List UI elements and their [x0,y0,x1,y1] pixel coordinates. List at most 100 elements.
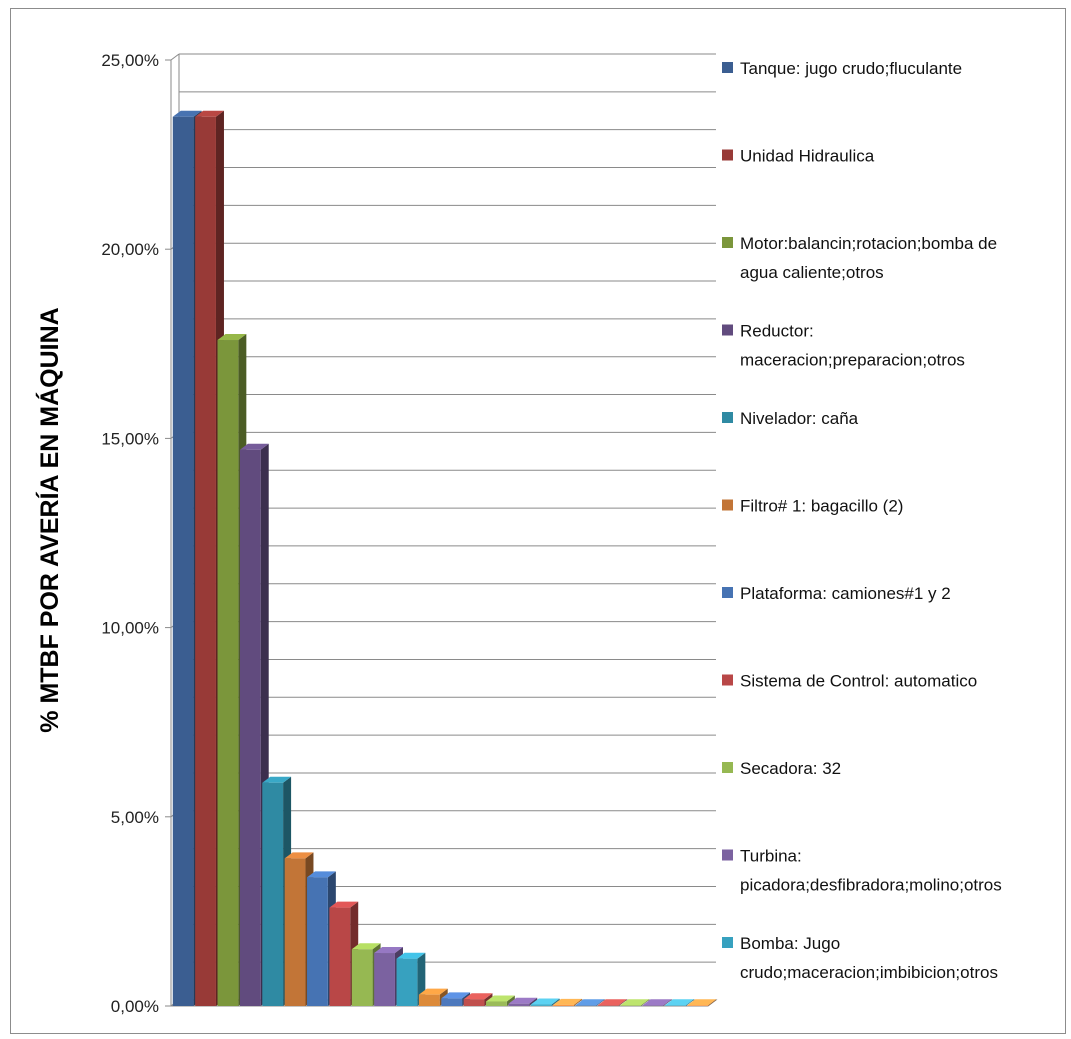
bar-side [685,999,694,1006]
legend-swatch [722,237,733,248]
legend-label: Tanque: jugo crudo;fluculante [740,59,962,78]
bar-front [195,116,216,1006]
bar-front [665,1005,686,1006]
legend-label: Bomba: Jugo [740,934,840,953]
legend-item: Bomba: Jugo crudo;maceracion;imbibicion;o… [722,934,998,982]
legend-swatch [722,587,733,598]
legend-item: Motor:balancin;rotacion;bomba de agua cal… [722,234,997,282]
bar-top [665,999,694,1006]
bar-top [463,993,493,1000]
bar [486,995,515,1006]
bar [620,999,650,1006]
bar-top [642,999,672,1006]
bar-front [597,1005,619,1006]
bar [597,999,627,1006]
y-tick-label: 20,00% [101,240,159,259]
y-tick-label: 25,00% [101,51,159,70]
bar-top [687,999,717,1006]
bar-side [573,998,582,1006]
bar-top [553,998,582,1005]
bar-front [687,1005,709,1006]
legend-swatch [722,762,733,773]
legend-item: Plataforma: camiones#1 y 2 [722,584,951,603]
bar-top [351,943,381,950]
legend-item: Sistema de Control: automatico [722,672,977,691]
bar-top [307,871,336,878]
legend-label: Secadora: 32 [740,759,841,778]
bar [530,998,560,1006]
bar-top [441,992,471,999]
bar-front [486,1001,507,1006]
legend-label: Filtro# 1: bagacillo (2) [740,497,903,516]
bar-top [530,998,560,1005]
bar [575,999,605,1006]
legend-item: Turbina: picadora;desfibradora;molino;otr… [722,847,1002,895]
legend-item: Tanque: jugo crudo;fluculante [722,59,962,78]
legend-label: Motor:balancin;rotacion;bomba de [740,234,997,253]
legend-label: Reductor: [740,322,814,341]
bar-front [262,782,284,1006]
bar-side [618,999,627,1006]
y-tick-label: 0,00% [111,997,159,1016]
bar-side [506,995,515,1006]
bar-top [396,952,426,959]
legend-swatch [722,499,733,511]
bar [508,997,538,1006]
legend-item: Nivelador: caña [722,409,859,428]
bar-front [508,1003,530,1006]
legend-swatch [722,324,733,336]
y-tick-label: 5,00% [111,808,159,827]
bar-top [508,997,538,1004]
bar-front [553,1004,574,1006]
bar [665,999,694,1006]
legend-label: agua caliente;otros [740,263,884,282]
bar-top [239,443,269,450]
bar-side [529,997,538,1006]
legend-label: Sistema de Control: automatico [740,672,977,691]
bar-side [663,999,672,1006]
legend-swatch [722,62,733,73]
legend-item: Secadora: 32 [722,759,841,778]
bar-side [641,999,650,1006]
bar-top [262,776,292,783]
legend-label: picadora;desfibradora;molino;otros [740,876,1002,895]
legend-swatch [722,412,733,423]
bar-side [596,999,605,1006]
legend-label: Nivelador: caña [740,409,859,428]
bar-top [486,995,515,1002]
legend-swatch [722,674,733,686]
legend-item: Filtro# 1: bagacillo (2) [722,497,903,516]
legend-item: Unidad Hidraulica [722,147,875,166]
bar [687,999,717,1006]
bar [642,999,672,1006]
bar-front [374,953,395,1006]
chart-frame [10,8,1066,1034]
bar-top [597,999,627,1006]
y-axis-title: % MTBF POR AVERÍA EN MÁQUINA [35,307,64,732]
legend-swatch [722,849,733,861]
bar-front [239,449,261,1006]
bar-front [642,1005,664,1006]
bar [553,998,582,1006]
bar-front [351,949,373,1006]
bars [172,110,717,1006]
bar-front [463,999,485,1006]
y-tick-label: 15,00% [101,429,159,448]
bar-front [418,994,440,1006]
legend-label: Plataforma: camiones#1 y 2 [740,584,951,603]
legend-item: Reductor: maceracion;preparacion;otros [722,322,965,370]
bar-front [575,1005,597,1006]
legend: Tanque: jugo crudo;fluculante Unidad Hidr… [722,59,1002,982]
legend-label: maceracion;preparacion;otros [740,351,965,370]
y-axis: 0,00% 5,00% 10,00% 15,00% 20,00% 25,00% [101,51,180,1016]
legend-label: Unidad Hidraulica [740,147,875,166]
bar-top [217,334,247,341]
bar-front [172,116,194,1006]
bar-top [195,110,224,117]
bar-front [217,340,239,1006]
bar-top [620,999,650,1006]
legend-label: crudo;maceracion;imbibicion;otros [740,963,998,982]
bar-top [575,999,605,1006]
bar-front [284,858,306,1006]
